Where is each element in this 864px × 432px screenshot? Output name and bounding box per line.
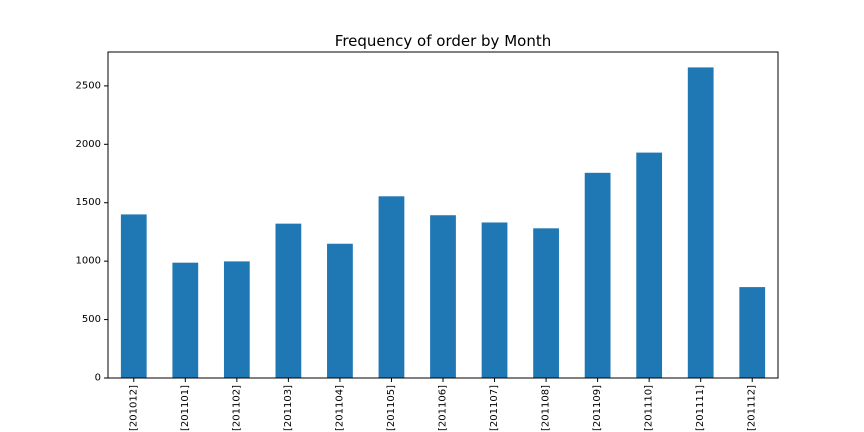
x-tick-label: [201109] xyxy=(592,385,603,431)
y-tick-label: 1500 xyxy=(76,197,101,208)
y-tick-label: 2500 xyxy=(76,80,101,91)
y-axis: 0 500 1000 1500 2000 2500 xyxy=(76,80,108,384)
bar-201103 xyxy=(275,223,302,378)
x-tick-label: [201105] xyxy=(386,385,397,431)
x-axis: [201012] [201101] [201102] [201103] [201104]… xyxy=(128,378,758,431)
x-tick-label: [201112] xyxy=(747,385,758,431)
bar-201112 xyxy=(739,287,766,378)
y-tick-label: 1000 xyxy=(76,256,101,267)
x-tick-label: [201101] xyxy=(180,385,191,431)
bar-201109 xyxy=(584,172,611,378)
x-tick-label: [201102] xyxy=(231,385,242,431)
bar-201108 xyxy=(533,228,559,378)
plot-frame xyxy=(107,51,779,379)
x-tick-label: [201012] xyxy=(128,385,139,431)
bar-201102 xyxy=(223,261,250,378)
x-tick-label: [201110] xyxy=(644,385,655,431)
bar-201110 xyxy=(636,152,663,378)
y-tick-label: 2000 xyxy=(76,139,101,150)
y-tick-label: 500 xyxy=(82,314,101,325)
bar-201101 xyxy=(172,262,199,378)
chart-title: Frequency of order by Month xyxy=(335,32,551,50)
bar-201111 xyxy=(687,67,714,379)
bar-201105 xyxy=(378,196,405,378)
x-tick-label: [201104] xyxy=(334,385,345,431)
x-tick-label: [201106] xyxy=(438,385,449,431)
x-tick-label: [201108] xyxy=(541,385,552,431)
bar-201104 xyxy=(327,243,353,378)
bar-201106 xyxy=(430,215,456,378)
x-tick-label: [201103] xyxy=(283,385,294,431)
x-tick-label: [201111] xyxy=(695,385,706,431)
bar-201012 xyxy=(120,214,147,378)
y-tick-label: 0 xyxy=(95,373,101,384)
x-tick-label: [201107] xyxy=(489,385,500,431)
bar-201107 xyxy=(481,222,508,378)
bars-group xyxy=(120,67,766,379)
